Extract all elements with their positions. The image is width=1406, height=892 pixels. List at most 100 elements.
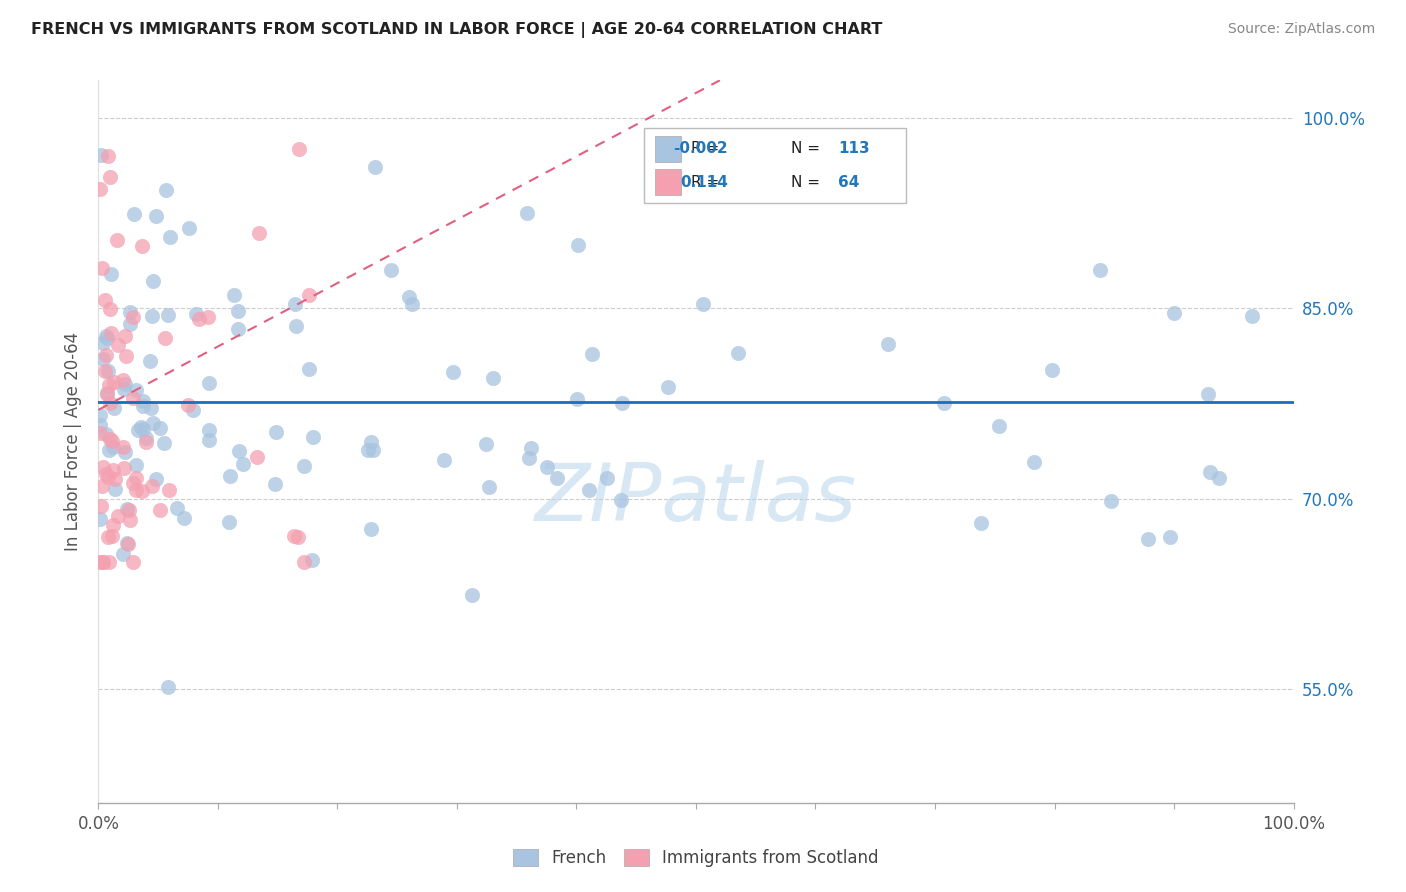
Point (970, 516, 993, 531)
Point (401, 297, 423, 311)
Point (103, 375, 125, 389)
Point (121, 475, 143, 490)
Point (567, 238, 589, 252)
Point (441, 365, 464, 379)
Point (433, 452, 456, 467)
Point (117, 502, 139, 516)
Point (103, 401, 125, 415)
Point (89, 417, 111, 432)
Point (228, 443, 250, 458)
Point (149, 421, 172, 435)
Point (226, 322, 249, 336)
Point (89, 500, 111, 514)
Point (98, 396, 121, 410)
Point (179, 221, 201, 235)
Point (91, 555, 114, 569)
Point (101, 517, 124, 532)
Point (89, 182, 111, 196)
Text: 0.114: 0.114 (681, 175, 728, 189)
Point (97, 530, 120, 544)
Point (1208, 471, 1230, 485)
Point (173, 511, 195, 525)
Point (475, 437, 498, 451)
Point (118, 513, 141, 527)
Point (121, 555, 143, 569)
Point (91, 555, 114, 569)
Point (364, 160, 387, 174)
Point (232, 458, 254, 472)
Point (692, 297, 714, 311)
Point (197, 310, 219, 325)
Point (90, 260, 112, 275)
Point (132, 422, 155, 436)
Point (284, 296, 307, 310)
Point (125, 383, 148, 397)
Point (157, 483, 180, 498)
Point (1099, 493, 1122, 508)
Point (565, 392, 588, 406)
Point (111, 548, 134, 562)
Point (125, 483, 148, 497)
Point (131, 483, 153, 498)
Point (114, 329, 136, 343)
Point (520, 441, 543, 455)
Point (122, 391, 145, 405)
Point (727, 346, 749, 360)
Point (117, 537, 139, 551)
Point (112, 373, 135, 387)
Point (91, 335, 114, 350)
Point (657, 380, 679, 394)
Point (125, 471, 148, 485)
Point (120, 318, 142, 332)
Point (1022, 455, 1045, 469)
Point (89, 426, 111, 441)
Point (114, 444, 136, 458)
Point (97, 442, 120, 457)
Point (461, 589, 484, 603)
Point (197, 423, 219, 437)
Text: -0.002: -0.002 (673, 141, 728, 156)
Point (398, 290, 420, 304)
Point (245, 450, 267, 464)
Point (198, 433, 221, 447)
Point (96, 329, 118, 343)
Legend: French, Immigrants from Scotland: French, Immigrants from Scotland (513, 848, 879, 867)
Point (89, 512, 111, 526)
Point (596, 471, 619, 485)
Point (132, 394, 155, 409)
Point (877, 337, 900, 351)
Point (90, 479, 112, 493)
Text: N =: N = (790, 141, 825, 156)
Point (141, 309, 163, 323)
Point (578, 483, 600, 497)
Point (536, 459, 558, 474)
Point (89, 408, 111, 422)
Point (156, 681, 179, 695)
Point (610, 396, 633, 410)
Point (247, 227, 270, 241)
Point (97, 364, 120, 378)
Point (301, 553, 323, 567)
Text: 64: 64 (838, 175, 859, 189)
Point (153, 330, 176, 344)
Point (517, 450, 540, 465)
Point (91, 460, 114, 475)
Point (142, 416, 165, 430)
Point (481, 371, 503, 385)
Point (198, 376, 221, 390)
Point (1159, 530, 1181, 544)
Point (131, 239, 153, 253)
Point (104, 482, 127, 496)
Point (1137, 532, 1160, 546)
Point (360, 522, 382, 536)
Point (104, 472, 127, 486)
Point (96, 385, 118, 400)
Point (100, 267, 122, 281)
Point (135, 435, 157, 450)
Point (932, 396, 955, 410)
Point (97, 555, 120, 569)
Point (145, 209, 167, 223)
Point (118, 305, 141, 319)
Point (298, 288, 321, 302)
Point (94, 364, 117, 378)
